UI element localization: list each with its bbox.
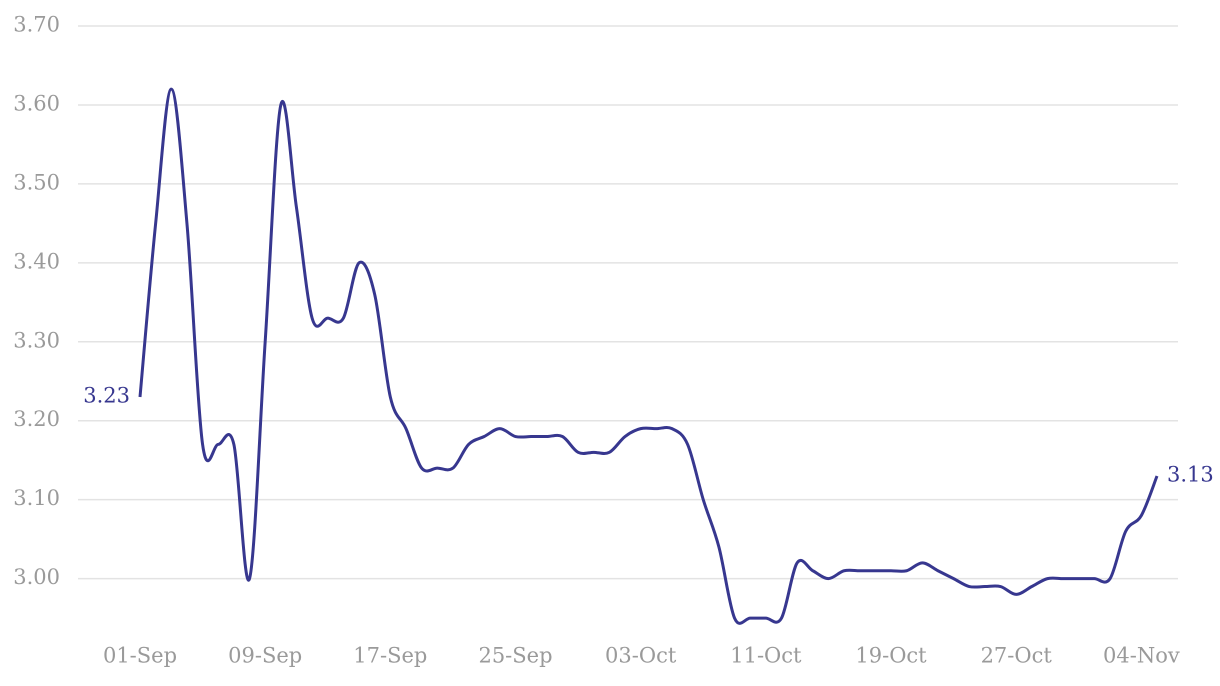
x-tick-label: 25-Sep [478,644,552,668]
x-tick-label: 17-Sep [353,644,427,668]
data-label: 3.13 [1167,463,1214,487]
x-tick-label: 11-Oct [730,644,802,668]
data-label: 3.23 [83,384,130,408]
x-tick-label: 03-Oct [605,644,677,668]
x-tick-label: 01-Sep [103,644,177,668]
x-tick-label: 04-Nov [1103,644,1180,668]
y-tick-label: 3.70 [13,13,60,37]
y-tick-label: 3.60 [13,91,60,115]
y-tick-label: 3.30 [13,328,60,352]
x-tick-label: 19-Oct [855,644,927,668]
y-tick-label: 3.50 [13,170,60,194]
y-tick-label: 3.40 [13,249,60,273]
line [138,87,1159,625]
y-tick-label: 3.10 [13,486,60,510]
x-tick-label: 09-Sep [228,644,302,668]
y-tick-label: 3.20 [13,407,60,431]
x-tick-label: 27-Oct [981,644,1053,668]
y-tick-label: 3.00 [13,565,60,589]
